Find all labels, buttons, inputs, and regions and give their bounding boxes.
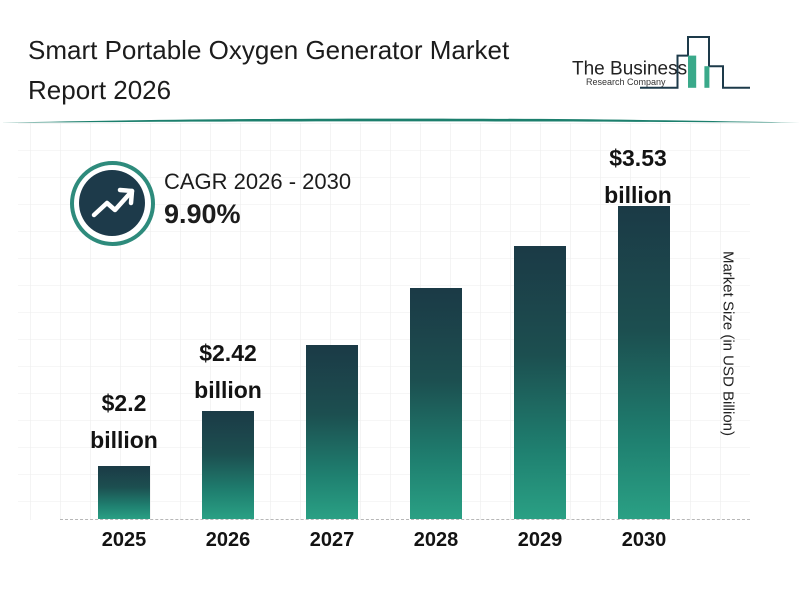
svg-text:The Business: The Business xyxy=(572,59,687,80)
svg-text:Research Company: Research Company xyxy=(586,77,666,87)
